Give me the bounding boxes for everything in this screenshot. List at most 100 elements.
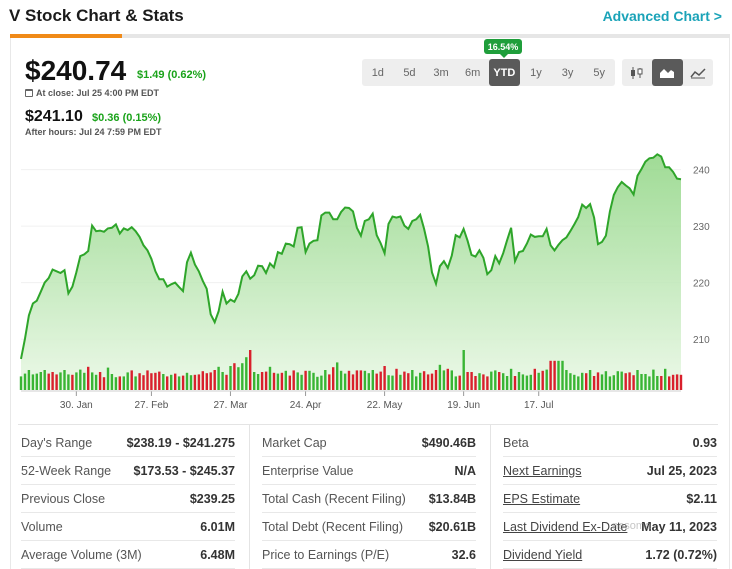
volume-bar	[600, 374, 604, 390]
volume-bar	[43, 370, 46, 390]
volume-bar	[31, 374, 35, 390]
volume-bar	[276, 373, 280, 390]
volume-bar	[98, 372, 102, 390]
stat-row: Volume 6.01M	[21, 513, 235, 541]
stat-value: $173.53 - $245.37	[133, 463, 235, 478]
range-1d[interactable]: 1d	[371, 66, 384, 79]
stat-row: Last Dividend Ex-Date May 11, 2023	[503, 513, 717, 541]
volume-bar	[339, 370, 343, 390]
volume-bar	[486, 376, 489, 390]
volume-bar	[225, 374, 228, 390]
volume-bar	[181, 375, 185, 390]
range-1y[interactable]: 1y	[530, 66, 542, 79]
volume-bar	[233, 363, 236, 390]
stat-value: May 11, 2023	[641, 519, 717, 534]
stat-value: 6.01M	[200, 519, 235, 534]
stat-row: Beta 0.93	[503, 429, 717, 457]
stat-row: Dividend Yield 1.72 (0.72%)	[503, 541, 717, 569]
x-tick-label: 24. Apr	[290, 400, 322, 411]
range-6m[interactable]: 6m	[465, 66, 481, 79]
volume-bar	[39, 372, 42, 390]
volume-bar	[324, 370, 327, 390]
eps-estimate-link[interactable]: EPS Estimate	[503, 491, 581, 506]
volume-bar	[288, 375, 291, 390]
range-3y[interactable]: 3y	[561, 66, 574, 79]
volume-bar	[379, 371, 382, 390]
volume-bar	[312, 372, 315, 390]
volume-bar	[521, 374, 525, 390]
range-3m[interactable]: 3m	[433, 66, 449, 79]
volume-bar	[525, 375, 529, 390]
volume-bar	[134, 376, 137, 390]
volume-bar	[59, 372, 62, 390]
volume-bar	[122, 376, 125, 390]
volume-bar	[245, 357, 248, 390]
after-hours-price: $241.10	[25, 108, 83, 125]
range-5d[interactable]: 5d	[403, 66, 416, 79]
stat-value: $238.19 - $241.275	[126, 435, 235, 450]
volume-bar	[363, 370, 367, 390]
y-tick-label: 240	[693, 166, 710, 177]
stat-label: Previous Close	[21, 491, 106, 506]
volume-bar	[177, 376, 181, 390]
area-chart-button[interactable]	[652, 59, 683, 86]
stat-row: Day's Range $238.19 - $241.275	[21, 429, 235, 457]
ex-dividend-date-link[interactable]: Last Dividend Ex-Date	[503, 519, 628, 534]
volume-bar	[249, 350, 252, 390]
range-5y[interactable]: 5y	[593, 66, 605, 79]
volume-bar	[395, 368, 398, 390]
y-tick-label: 220	[693, 279, 710, 290]
volume-bar	[221, 372, 224, 390]
stat-row: Total Cash (Recent Filing) $13.84B	[262, 485, 476, 513]
volume-bar	[664, 368, 667, 390]
volume-bar	[513, 376, 517, 390]
x-tick-label: 19. Jun	[447, 400, 480, 411]
stat-value: 1.72 (0.72%)	[645, 547, 717, 562]
volume-bar	[407, 373, 410, 390]
range-ytd[interactable]: YTD	[488, 59, 521, 86]
stat-label: Market Cap	[262, 435, 327, 450]
stat-value: $239.25	[189, 491, 235, 506]
volume-bar	[170, 374, 173, 390]
line-chart-button[interactable]	[683, 59, 713, 86]
volume-bar	[415, 376, 418, 390]
advanced-chart-link[interactable]: Advanced Chart >	[602, 8, 722, 24]
volume-bar	[494, 370, 497, 390]
volume-bar	[387, 375, 390, 390]
tab-active-indicator[interactable]	[10, 34, 122, 38]
volume-bar	[209, 372, 212, 390]
volume-bar	[351, 374, 355, 390]
volume-bar	[588, 370, 592, 390]
volume-bar	[142, 375, 145, 390]
volume-bar	[197, 374, 201, 390]
volume-bar	[675, 374, 679, 390]
volume-bar	[442, 370, 446, 390]
volume-bar	[454, 376, 457, 390]
volume-bar	[316, 376, 319, 390]
volume-bar	[347, 370, 351, 390]
volume-bar	[63, 370, 66, 390]
volume-bar	[581, 372, 584, 390]
stat-value: $13.84B	[428, 491, 476, 506]
volume-bar	[253, 372, 256, 390]
volume-bar	[185, 372, 189, 390]
next-earnings-link[interactable]: Next Earnings	[503, 463, 582, 478]
page-title: V Stock Chart & Stats	[9, 6, 184, 25]
stat-row: Price to Earnings (P/E) 32.6	[262, 541, 476, 569]
volume-bar	[296, 372, 299, 390]
dividend-yield-link[interactable]: Dividend Yield	[503, 547, 583, 562]
volume-bar	[229, 366, 232, 390]
volume-bar	[450, 370, 453, 390]
volume-bar	[652, 369, 655, 390]
volume-bar	[268, 366, 272, 390]
price-change: $1.49 (0.62%)	[137, 69, 207, 81]
candlestick-button[interactable]	[622, 59, 652, 86]
volume-bar	[422, 371, 426, 390]
volume-bar	[308, 370, 311, 390]
volume-bar	[47, 373, 50, 390]
stat-row: Total Debt (Recent Filing) $20.61B	[262, 513, 476, 541]
stat-label: Day's Range	[21, 435, 93, 450]
area-chart-icon	[660, 68, 675, 78]
stat-value: $490.46B	[421, 435, 476, 450]
